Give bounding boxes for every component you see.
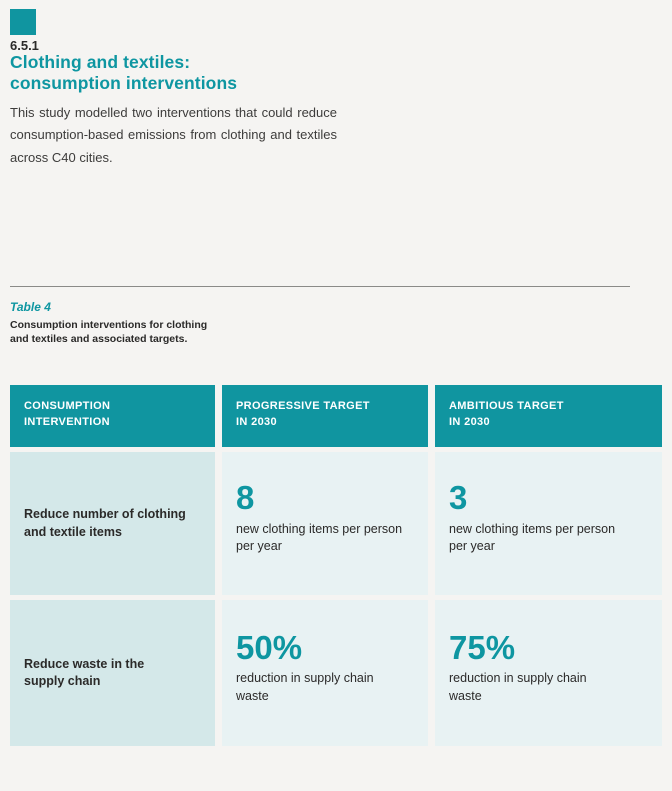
column-header-intervention: CONSUMPTION INTERVENTION <box>10 385 215 447</box>
section-marker-square <box>10 9 36 35</box>
table-caption: Consumption interventions for clothing a… <box>10 319 208 346</box>
table-row-intervention-cell: Reduce waste in the supply chain <box>10 600 215 746</box>
target-description: new clothing items per person per year <box>449 521 616 554</box>
target-description: reduction in supply chain waste <box>236 671 374 703</box>
table-row-progressive-cell: 50% reduction in supply chain waste <box>222 600 428 746</box>
section-number: 6.5.1 <box>10 38 39 53</box>
intervention-label: Reduce number of clothing and textile it… <box>24 507 186 539</box>
column-header-line: IN 2030 <box>449 415 490 428</box>
section-title: Clothing and textiles: consumption inter… <box>10 52 237 95</box>
column-header-line: INTERVENTION <box>24 415 110 428</box>
table-row-ambitious-cell: 75% reduction in supply chain waste <box>435 600 662 746</box>
column-header-line: CONSUMPTION <box>24 400 111 412</box>
target-value: 8 <box>236 479 255 517</box>
column-header-ambitious-target: AMBITIOUS TARGET IN 2030 <box>435 385 662 447</box>
section-title-line-2: consumption interventions <box>10 73 238 94</box>
target-value: 3 <box>449 479 468 517</box>
table-row-ambitious-cell: 3 new clothing items per person per year <box>435 452 662 595</box>
table-row-progressive-cell: 8 new clothing items per person per year <box>222 452 428 595</box>
table-label: Table 4 <box>10 300 51 314</box>
target-description: new clothing items per person per year <box>236 521 403 554</box>
table-row-intervention-cell: Reduce number of clothing and textile it… <box>10 452 215 595</box>
section-divider <box>10 286 630 287</box>
target-value: 75% <box>449 628 516 666</box>
interventions-table: CONSUMPTION INTERVENTION PROGRESSIVE TAR… <box>10 385 662 746</box>
intro-paragraph: This study modelled two interventions th… <box>10 105 337 165</box>
target-description: reduction in supply chain waste <box>449 671 587 703</box>
column-header-line: IN 2030 <box>236 415 277 428</box>
column-header-line: AMBITIOUS TARGET <box>449 400 564 412</box>
column-header-line: PROGRESSIVE TARGET <box>236 400 370 412</box>
section-title-line-1: Clothing and textiles: <box>10 52 191 72</box>
intervention-label: Reduce waste in the supply chain <box>24 656 145 689</box>
target-value: 50% <box>236 628 303 666</box>
column-header-progressive-target: PROGRESSIVE TARGET IN 2030 <box>222 385 428 447</box>
